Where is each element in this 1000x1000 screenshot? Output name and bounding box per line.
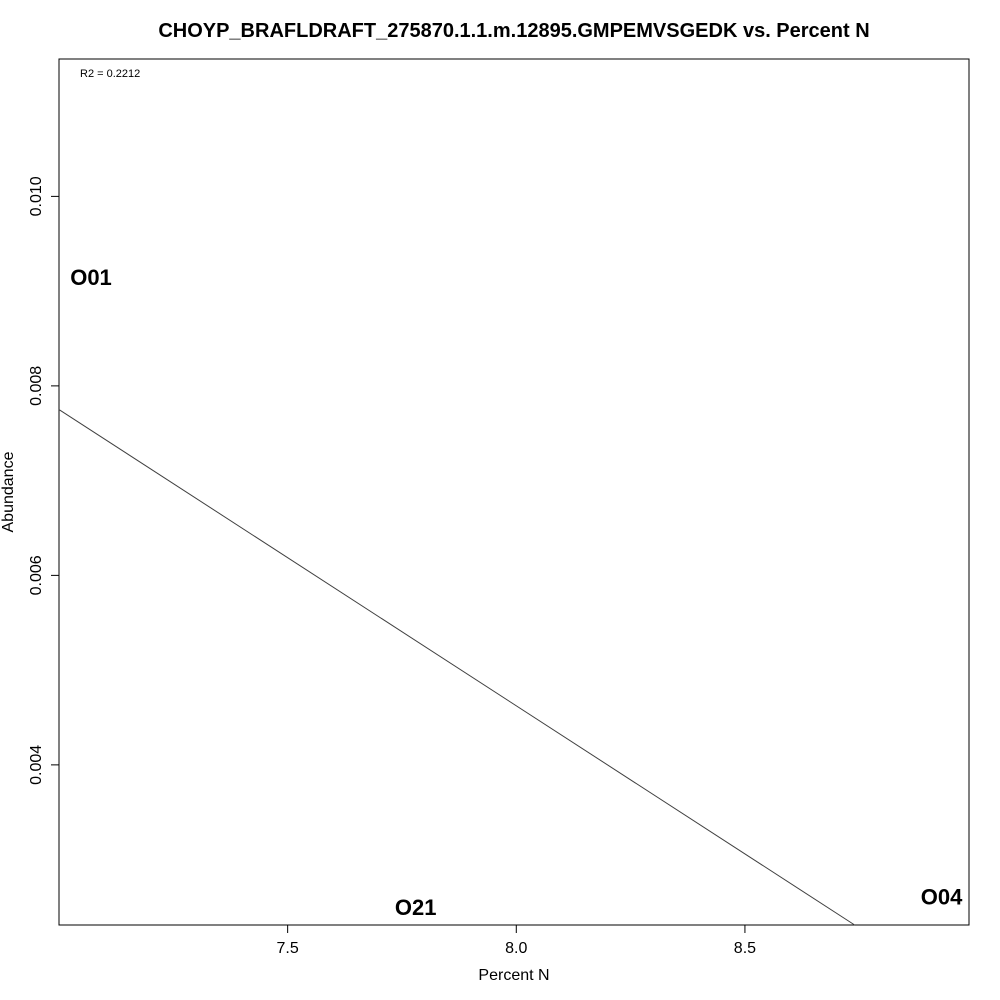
x-tick-label: 7.5 [277,940,299,957]
y-tick-label: 0.008 [28,366,45,406]
y-tick-label: 0.006 [28,555,45,595]
y-axis: 0.004 0.006 0.008 0.010 [28,176,59,785]
regression-line-group [58,409,855,926]
regression-line [58,409,855,926]
plot-frame [58,58,970,926]
x-tick-label: 8.0 [505,940,527,957]
x-axis: 7.5 8.0 8.5 [277,925,756,957]
y-tick-label: 0.010 [28,176,45,216]
point-labels: O01 O21 O04 [70,265,963,920]
chart-title: CHOYP_BRAFLDRAFT_275870.1.1.m.12895.GMPE… [158,20,869,42]
r2-annotation: R2 = 0.2212 [80,68,140,80]
x-axis-label: Percent N [478,967,549,984]
x-tick-label: 8.5 [734,940,756,957]
point-label-o21: O21 [395,895,437,920]
point-label-o01: O01 [70,265,112,290]
y-axis-label: Abundance [0,451,17,532]
y-tick-label: 0.004 [28,745,45,785]
point-label-o04: O04 [921,885,963,910]
